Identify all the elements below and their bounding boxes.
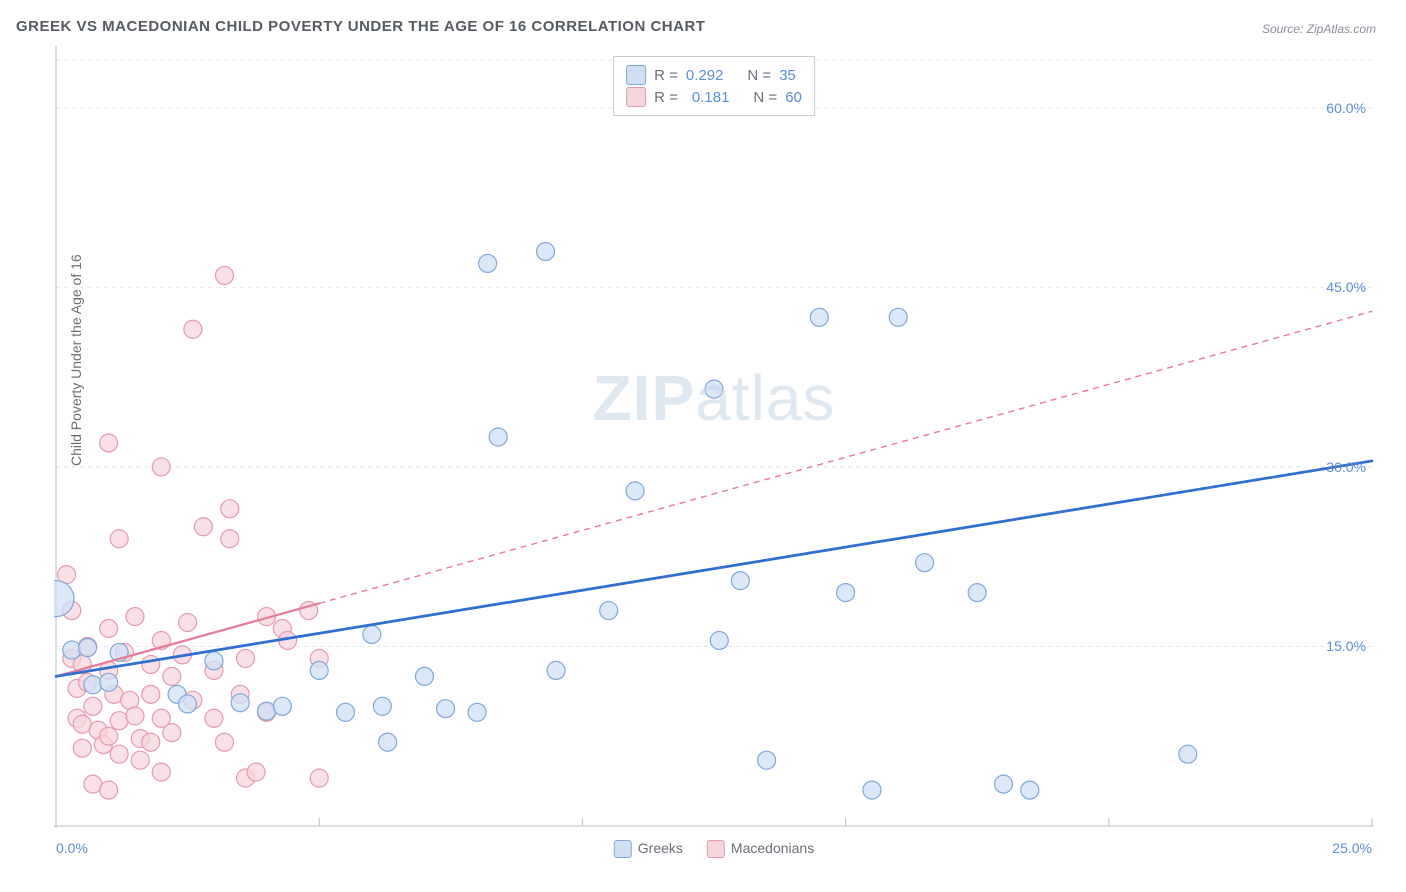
point-greeks — [79, 639, 97, 657]
point-macedonians — [100, 727, 118, 745]
point-greeks — [379, 733, 397, 751]
legend-swatch-macedonians — [707, 840, 725, 858]
point-macedonians — [73, 739, 91, 757]
correlation-legend: R = 0.292 N = 35 R = 0.181 N = 60 — [613, 56, 815, 116]
point-greeks — [889, 308, 907, 326]
r-label: R = — [654, 67, 678, 84]
point-greeks — [63, 641, 81, 659]
point-greeks — [968, 584, 986, 602]
point-greeks — [84, 676, 102, 694]
point-greeks — [489, 428, 507, 446]
point-greeks — [731, 572, 749, 590]
point-macedonians — [110, 712, 128, 730]
point-macedonians — [310, 769, 328, 787]
y-tick-label: 60.0% — [1326, 100, 1366, 116]
source-attribution: Source: ZipAtlas.com — [1262, 22, 1376, 36]
r-label: R = — [654, 89, 678, 106]
point-greeks — [837, 584, 855, 602]
point-macedonians — [247, 763, 265, 781]
point-greeks — [373, 697, 391, 715]
legend-swatch-greeks — [626, 65, 646, 85]
point-macedonians — [142, 685, 160, 703]
point-macedonians — [215, 266, 233, 284]
point-macedonians — [126, 608, 144, 626]
series-legend: Greeks Macedonians — [614, 840, 814, 858]
point-macedonians — [205, 709, 223, 727]
r-value-greeks: 0.292 — [686, 67, 724, 84]
point-macedonians — [126, 707, 144, 725]
point-greeks — [179, 695, 197, 713]
legend-row-greeks: R = 0.292 N = 35 — [626, 65, 802, 85]
point-greeks — [100, 673, 118, 691]
point-macedonians — [237, 649, 255, 667]
legend-swatch-greeks — [614, 840, 632, 858]
point-greeks — [916, 554, 934, 572]
point-macedonians — [84, 697, 102, 715]
point-greeks — [600, 602, 618, 620]
point-macedonians — [184, 320, 202, 338]
legend-item-greeks: Greeks — [614, 840, 683, 858]
point-greeks — [710, 631, 728, 649]
legend-label-greeks: Greeks — [638, 840, 683, 856]
legend-label-macedonians: Macedonians — [731, 840, 814, 856]
point-macedonians — [110, 530, 128, 548]
x-tick-label: 25.0% — [1332, 840, 1372, 856]
point-macedonians — [142, 655, 160, 673]
point-greeks — [995, 775, 1013, 793]
point-greeks — [337, 703, 355, 721]
point-macedonians — [152, 458, 170, 476]
point-greeks — [273, 697, 291, 715]
point-greeks — [310, 661, 328, 679]
point-macedonians — [163, 667, 181, 685]
legend-row-macedonians: R = 0.181 N = 60 — [626, 87, 802, 107]
point-greeks — [705, 380, 723, 398]
point-macedonians — [194, 518, 212, 536]
chart-title: GREEK VS MACEDONIAN CHILD POVERTY UNDER … — [16, 18, 705, 35]
point-macedonians — [221, 530, 239, 548]
legend-item-macedonians: Macedonians — [707, 840, 814, 858]
point-greeks — [479, 254, 497, 272]
point-macedonians — [163, 724, 181, 742]
y-tick-label: 15.0% — [1326, 638, 1366, 654]
point-greeks — [363, 625, 381, 643]
point-greeks — [537, 242, 555, 260]
n-label: N = — [753, 89, 777, 106]
n-label: N = — [747, 67, 771, 84]
point-greeks — [205, 652, 223, 670]
scatter-chart — [54, 46, 1374, 828]
point-macedonians — [100, 781, 118, 799]
point-greeks — [810, 308, 828, 326]
point-greeks — [1179, 745, 1197, 763]
point-macedonians — [152, 763, 170, 781]
point-greeks — [437, 700, 455, 718]
point-greeks — [863, 781, 881, 799]
point-macedonians — [215, 733, 233, 751]
y-tick-label: 45.0% — [1326, 279, 1366, 295]
n-value-greeks: 35 — [779, 67, 796, 84]
point-macedonians — [100, 434, 118, 452]
r-value-macedonians: 0.181 — [686, 89, 730, 106]
point-greeks — [258, 702, 276, 720]
point-macedonians — [221, 500, 239, 518]
point-greeks — [231, 694, 249, 712]
chart-area: Child Poverty Under the Age of 16 ZIPatl… — [54, 46, 1374, 828]
x-tick-label: 0.0% — [56, 840, 88, 856]
legend-swatch-macedonians — [626, 87, 646, 107]
point-greeks — [1021, 781, 1039, 799]
point-macedonians — [142, 733, 160, 751]
point-macedonians — [179, 614, 197, 632]
point-macedonians — [100, 620, 118, 638]
point-macedonians — [131, 751, 149, 769]
point-macedonians — [110, 745, 128, 763]
y-tick-label: 30.0% — [1326, 459, 1366, 475]
point-greeks — [758, 751, 776, 769]
point-greeks — [547, 661, 565, 679]
n-value-macedonians: 60 — [785, 89, 802, 106]
point-greeks — [468, 703, 486, 721]
point-greeks — [415, 667, 433, 685]
point-greeks — [626, 482, 644, 500]
